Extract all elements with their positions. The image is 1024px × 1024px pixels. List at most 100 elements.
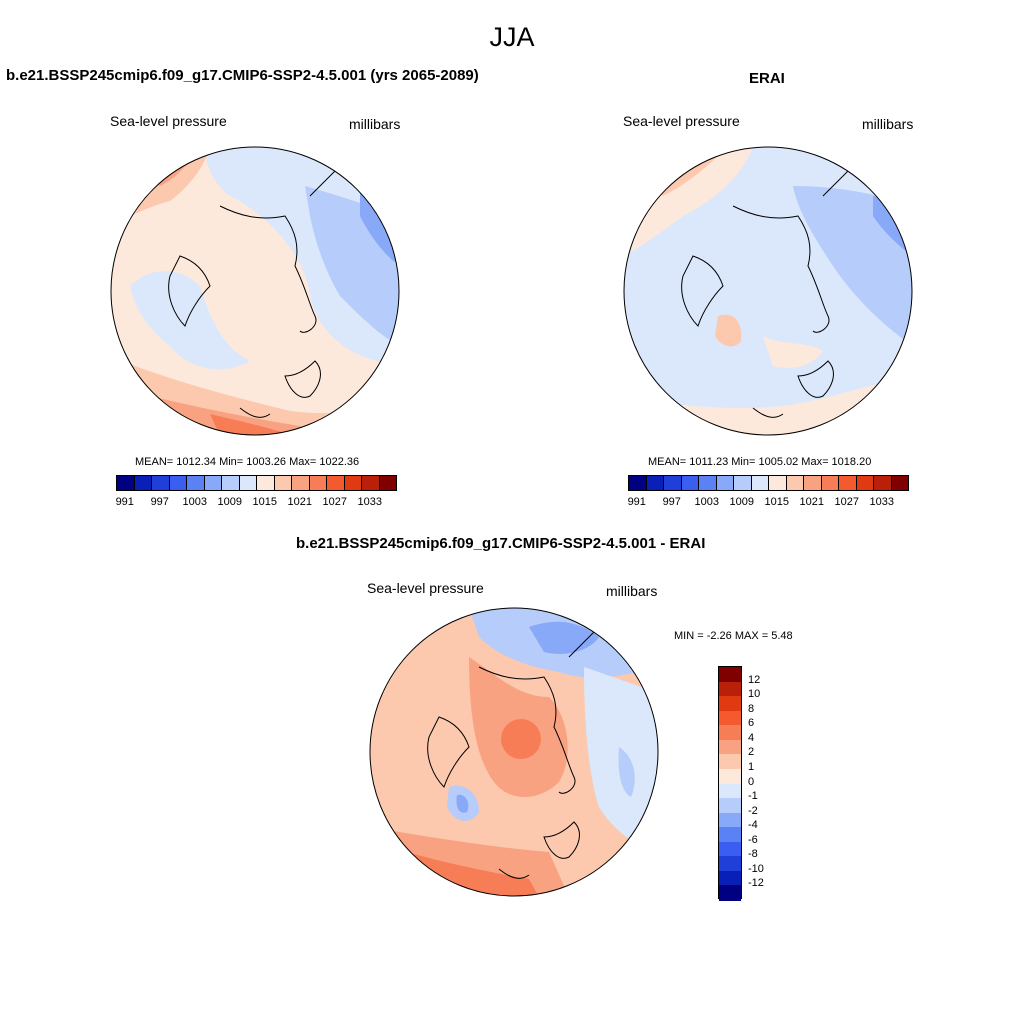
colorbar-tick-label: 1003 xyxy=(182,496,207,508)
colorbar-swatch xyxy=(698,475,717,491)
colorbar-tick-label: 991 xyxy=(627,496,646,508)
colorbar-swatch xyxy=(663,475,682,491)
panel-3-colorbar xyxy=(718,666,742,901)
panel-2-title: ERAI xyxy=(749,70,785,87)
colorbar-tick-label: 1033 xyxy=(357,496,382,508)
panel-1-colorbar-labels: 991 997 1003 1009 1015 1021 1027 1033 xyxy=(116,496,396,510)
colorbar-swatch xyxy=(719,870,741,887)
panel-3-variable: Sea-level pressure xyxy=(367,580,484,596)
colorbar-tick-label: -12 xyxy=(748,877,764,890)
colorbar-tick-label: 1021 xyxy=(799,496,824,508)
panel-2-colorbar-labels: 991 997 1003 1009 1015 1021 1027 1033 xyxy=(628,496,908,510)
colorbar-swatch xyxy=(719,681,741,698)
colorbar-swatch xyxy=(256,475,275,491)
colorbar-swatch xyxy=(719,841,741,858)
colorbar-swatch xyxy=(820,475,839,491)
colorbar-tick-label: 0 xyxy=(748,775,755,788)
colorbar-swatch xyxy=(719,696,741,712)
colorbar-tick-label: 1003 xyxy=(694,496,719,508)
colorbar-swatch xyxy=(186,475,205,491)
colorbar-tick-label: 997 xyxy=(662,496,681,508)
panel-1-colorbar xyxy=(116,475,397,491)
colorbar-tick-label: 1033 xyxy=(869,496,894,508)
colorbar-tick-label: -6 xyxy=(748,833,758,846)
colorbar-swatch xyxy=(719,885,741,901)
colorbar-swatch xyxy=(221,475,240,491)
colorbar-tick-label: 1027 xyxy=(322,496,347,508)
colorbar-tick-label: -4 xyxy=(748,819,758,832)
colorbar-swatch xyxy=(361,475,380,491)
colorbar-swatch xyxy=(719,856,741,872)
colorbar-swatch xyxy=(378,475,397,491)
colorbar-swatch xyxy=(308,475,327,491)
colorbar-swatch xyxy=(719,827,741,843)
colorbar-tick-label: -2 xyxy=(748,804,758,817)
colorbar-tick-label: 10 xyxy=(748,688,761,701)
colorbar-tick-label: 991 xyxy=(115,496,134,508)
colorbar-swatch xyxy=(719,667,741,683)
panel-3-units: millibars xyxy=(606,583,658,599)
colorbar-swatch xyxy=(291,475,310,491)
colorbar-swatch xyxy=(273,475,292,491)
colorbar-swatch xyxy=(719,812,741,829)
colorbar-swatch xyxy=(719,768,741,785)
colorbar-swatch xyxy=(151,475,170,491)
colorbar-swatch xyxy=(719,710,741,727)
colorbar-swatch xyxy=(203,475,222,491)
colorbar-swatch xyxy=(768,475,787,491)
panel-1-stats: MEAN= 1012.34 Min= 1003.26 Max= 1022.36 xyxy=(135,456,360,468)
panel-3-polar-map xyxy=(369,607,659,897)
panel-1-variable: Sea-level pressure xyxy=(110,113,227,129)
colorbar-swatch xyxy=(116,475,135,491)
colorbar-swatch xyxy=(838,475,857,491)
colorbar-swatch xyxy=(326,475,345,491)
colorbar-swatch xyxy=(133,475,152,491)
colorbar-tick-label: 1027 xyxy=(834,496,859,508)
colorbar-swatch xyxy=(733,475,752,491)
colorbar-swatch xyxy=(719,725,741,741)
colorbar-swatch xyxy=(750,475,769,491)
figure-title: JJA xyxy=(489,22,535,52)
colorbar-swatch xyxy=(873,475,892,491)
colorbar-swatch xyxy=(719,739,741,756)
panel-1-title: b.e21.BSSP245cmip6.f09_g17.CMIP6-SSP2-4.… xyxy=(6,67,479,84)
colorbar-tick-label: 12 xyxy=(748,673,761,686)
colorbar-tick-label: -1 xyxy=(748,790,758,803)
colorbar-swatch xyxy=(680,475,699,491)
colorbar-swatch xyxy=(715,475,734,491)
colorbar-swatch xyxy=(238,475,257,491)
colorbar-tick-label: 8 xyxy=(748,702,755,715)
colorbar-swatch xyxy=(803,475,822,491)
colorbar-swatch xyxy=(719,783,741,800)
colorbar-swatch xyxy=(719,754,741,770)
panel-3-title: b.e21.BSSP245cmip6.f09_g17.CMIP6-SSP2-4.… xyxy=(296,535,706,552)
colorbar-swatch xyxy=(343,475,362,491)
panel-2-variable: Sea-level pressure xyxy=(623,113,740,129)
colorbar-tick-label: 1009 xyxy=(729,496,754,508)
panel-2-units: millibars xyxy=(862,116,914,132)
colorbar-tick-label: 6 xyxy=(748,717,755,730)
panel-3-colorbar-labels: 12 10 8 6 4 2 1 0 -1 -2 -4 -6 -8 -10 -12 xyxy=(748,666,778,899)
panel-2-colorbar xyxy=(628,475,909,491)
colorbar-tick-label: 4 xyxy=(748,731,755,744)
colorbar-swatch xyxy=(890,475,909,491)
panel-2-polar-map xyxy=(623,146,913,436)
colorbar-swatch xyxy=(785,475,804,491)
panel-1-coastlines xyxy=(168,165,341,418)
colorbar-tick-label: 1015 xyxy=(764,496,789,508)
colorbar-swatch xyxy=(855,475,874,491)
colorbar-tick-label: 1021 xyxy=(287,496,312,508)
colorbar-tick-label: -8 xyxy=(748,848,758,861)
colorbar-swatch xyxy=(168,475,187,491)
panel-2-stats: MEAN= 1011.23 Min= 1005.02 Max= 1018.20 xyxy=(648,456,872,468)
panel-1-polar-map xyxy=(110,146,400,436)
colorbar-tick-label: -10 xyxy=(748,862,764,875)
colorbar-swatch xyxy=(628,475,647,491)
colorbar-tick-label: 1015 xyxy=(252,496,277,508)
colorbar-tick-label: 1 xyxy=(748,760,755,773)
colorbar-tick-label: 1009 xyxy=(217,496,242,508)
colorbar-swatch xyxy=(719,798,741,814)
colorbar-swatch xyxy=(645,475,664,491)
panel-3-stats: MIN = -2.26 MAX = 5.48 xyxy=(674,630,793,642)
panel-2-coastlines xyxy=(681,165,854,418)
